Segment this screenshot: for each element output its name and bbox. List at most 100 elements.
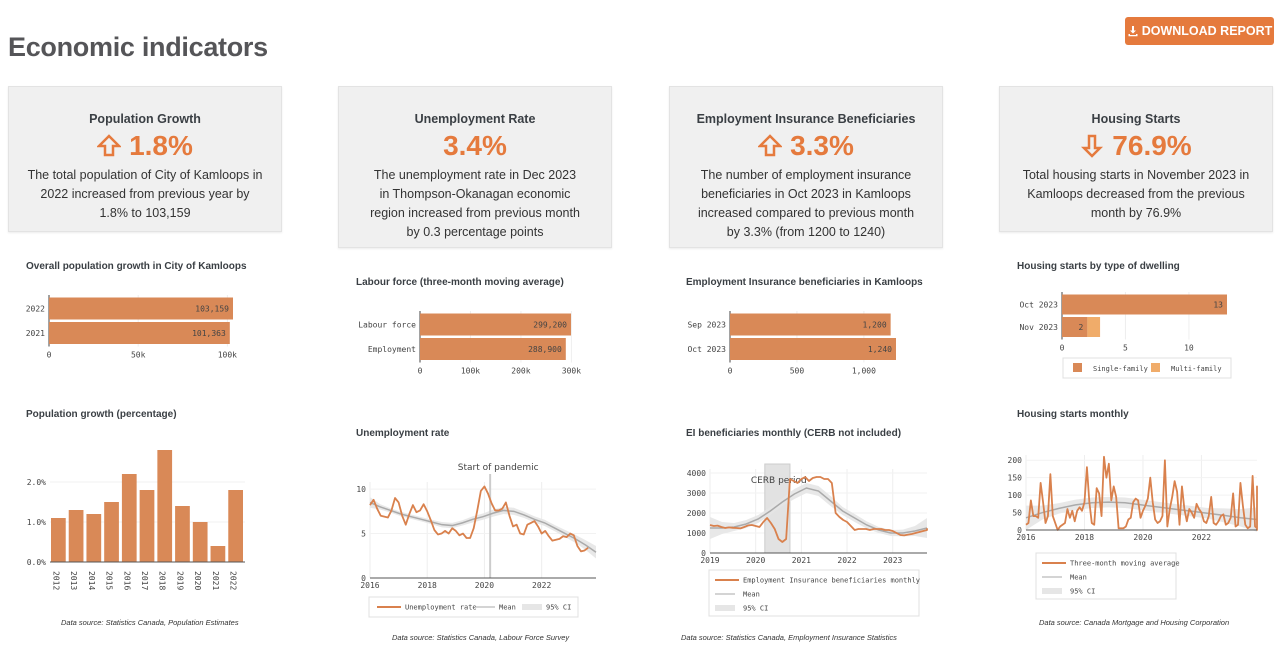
bar-value-label: 299,200 (533, 321, 567, 330)
bar-value-label: 103,159 (195, 305, 229, 314)
legend-label: Unemployment rate (405, 604, 477, 612)
y-tick-label: Oct 2023 (1019, 301, 1058, 310)
data-source: Data source: Statistics Canada, Employme… (681, 633, 897, 642)
x-tick-label: 2013 (69, 571, 78, 590)
data-source: Data source: Statistics Canada, Populati… (61, 618, 239, 627)
legend-box (708, 569, 920, 617)
y-tick-label: 1.0% (27, 518, 46, 527)
bar (121, 474, 137, 562)
y-tick-label: 4000 (687, 469, 706, 478)
legend-label: Employment Insurance beneficiaries month… (743, 577, 920, 585)
bar (51, 518, 66, 562)
kpi-title: Population Growth (89, 112, 201, 126)
legend-box (1062, 357, 1232, 379)
x-tick-label: 2017 (140, 571, 149, 590)
kpi-value: 76.9% (1000, 130, 1272, 162)
x-tick-label: 100k (218, 351, 237, 360)
y-tick-label: 100 (1008, 491, 1023, 500)
mean-line (710, 487, 928, 534)
bar (157, 450, 173, 562)
kpi-description: The total population of City of Kamloops… (27, 168, 263, 220)
kpi-title: Employment Insurance Beneficiaries (696, 112, 916, 126)
legend-swatch (1151, 363, 1160, 372)
legend-box (368, 596, 579, 618)
x-tick-label: 2022 (1192, 533, 1211, 542)
y-tick-label: Nov 2023 (1019, 323, 1058, 332)
x-tick-label: 2020 (193, 571, 202, 590)
bar (210, 546, 226, 562)
x-tick-label: 2019 (175, 571, 184, 590)
annotation-label: Start of pandemic (458, 463, 539, 473)
x-tick-label: 100k (461, 367, 480, 376)
y-tick-label: 3000 (687, 489, 706, 498)
y-tick-label: Oct 2023 (687, 345, 726, 354)
bar (104, 502, 119, 562)
bar (420, 338, 566, 360)
bar (49, 297, 233, 320)
bar (86, 514, 102, 562)
arrow-up-icon (97, 134, 122, 157)
x-tick-label: 2018 (158, 571, 167, 590)
download-report-label: DOWNLOAD REPORT (1141, 24, 1273, 38)
x-tick-label: 0 (1060, 344, 1065, 353)
x-tick-label: 50k (131, 351, 146, 360)
x-tick-label: 2022 (229, 571, 238, 590)
y-tick-label: 2.0% (27, 478, 46, 487)
chart-title: Employment Insurance beneficiaries in Ka… (686, 277, 923, 288)
x-tick-label: 2023 (883, 556, 902, 565)
x-tick-label: 1,000 (852, 367, 876, 376)
y-tick-label: 50 (1012, 509, 1022, 518)
chart-title: Overall population growth in City of Kam… (26, 261, 247, 272)
mean-line (1025, 501, 1258, 521)
y-tick-label: 200 (1008, 456, 1023, 465)
y-tick-label: 5 (361, 530, 366, 539)
y-tick-label: 0 (701, 549, 706, 558)
data-line (369, 485, 589, 553)
legend-label: Mean (1070, 574, 1087, 582)
x-tick-label: 2020 (1133, 533, 1152, 542)
data-source: Data source: Statistics Canada, Labour F… (392, 633, 570, 642)
legend-label: 95% CI (743, 605, 768, 613)
page-title: Economic indicators (8, 32, 268, 62)
kpi-value: 1.8% (9, 130, 281, 162)
x-tick-label: 2021 (792, 556, 811, 565)
legend-label: Mean (743, 591, 760, 599)
legend-label: Three-month moving average (1070, 560, 1180, 568)
kpi-description: Total housing starts in November 2023 in… (1022, 168, 1250, 220)
kpi-card-unemployment: Unemployment Rate 3.4% The unemployment … (338, 86, 612, 248)
kpi-description: The number of employment insurance benef… (697, 168, 915, 239)
bar-value-label: 2 (1079, 323, 1084, 332)
x-tick-label: 2015 (105, 571, 114, 590)
y-tick-label: 2021 (26, 329, 45, 338)
x-tick-label: 2020 (475, 581, 494, 590)
ci-band (370, 497, 596, 559)
y-tick-label: 150 (1008, 474, 1023, 483)
y-tick-label: 2000 (687, 509, 706, 518)
kpi-card-housing: Housing Starts 76.9% Total housing start… (999, 86, 1273, 232)
x-tick-label: 2016 (122, 571, 131, 590)
legend-label: Multi-family (1171, 365, 1222, 373)
bar (1062, 317, 1088, 337)
mean-line (369, 501, 597, 553)
bar-value-label: 101,363 (192, 329, 226, 338)
y-tick-label: Labour force (358, 321, 416, 330)
bar (730, 338, 896, 360)
bar (1062, 294, 1227, 315)
legend-label: 95% CI (546, 604, 571, 612)
kpi-value: 3.3% (670, 130, 942, 162)
arrow-down-icon (1081, 134, 1104, 158)
x-tick-label: 2020 (746, 556, 765, 565)
kpi-title: Housing Starts (1091, 112, 1181, 126)
bar (49, 322, 230, 344)
arrow-up-icon (758, 134, 783, 157)
chart-title: Housing starts monthly (1017, 409, 1129, 420)
bar (1087, 317, 1101, 337)
chart-title: Housing starts by type of dwelling (1017, 261, 1180, 272)
y-tick-label: Employment (368, 345, 416, 354)
x-tick-label: 2016 (1016, 533, 1035, 542)
x-tick-label: 5 (1123, 344, 1128, 353)
y-tick-label: 2022 (26, 305, 45, 314)
download-report-button[interactable]: DOWNLOAD REPORT (1125, 17, 1274, 45)
x-tick-label: 0 (418, 367, 423, 376)
